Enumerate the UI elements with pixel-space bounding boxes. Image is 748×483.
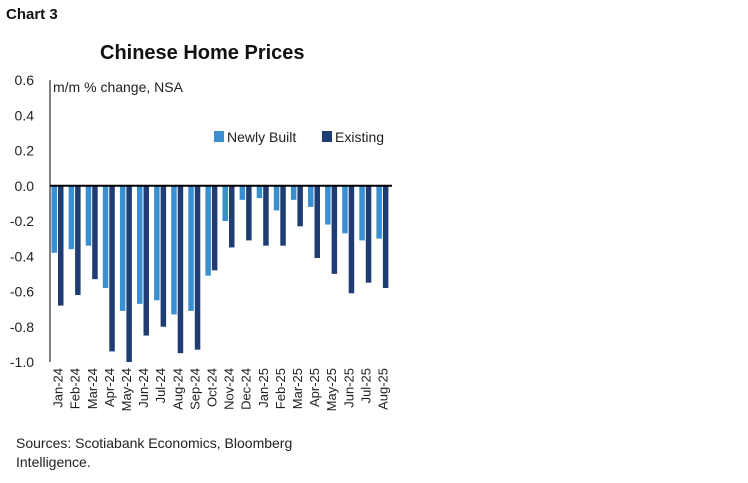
y-tick-label: 0.0 [15,178,35,194]
x-tick-label: Aug-25 [375,368,390,410]
y-tick-label: -0.4 [10,248,34,264]
bar-newly-built-apr-25 [308,185,314,207]
x-tick-label: Mar-25 [290,368,305,409]
y-tick-label: 0.2 [15,143,35,159]
legend-label-newly-built: Newly Built [227,129,296,145]
x-tick-label: Jun-24 [136,368,151,408]
bar-existing-sep-24 [194,185,201,350]
bar-newly-built-feb-24 [68,185,75,250]
bar-existing-jul-24 [160,185,167,327]
bar-existing-jun-25 [348,185,355,294]
bar-newly-built-jun-25 [342,185,348,234]
units-label: m/m % change, NSA [53,79,184,95]
x-tick-label: Oct-24 [204,368,219,407]
bar-existing-dec-24 [246,185,252,241]
bar-existing-mar-25 [297,185,303,227]
x-tick-label: Jan-25 [256,368,271,408]
bar-newly-built-apr-24 [102,185,109,288]
bar-existing-may-24 [126,185,132,362]
bar-existing-oct-24 [211,185,218,271]
bar-existing-jan-24 [58,185,64,306]
x-tick-label: Apr-24 [102,368,117,407]
bar-newly-built-jul-25 [359,185,365,241]
x-tick-label: Feb-24 [68,368,83,409]
x-tick-label: Apr-25 [307,368,322,407]
legend-swatch-existing [322,131,332,142]
y-tick-label: -1.0 [10,354,34,370]
bar-newly-built-aug-24 [171,185,177,315]
x-axis-labels: Jan-24 Feb-24 Mar-24 Apr-24 May-24 Jun-24 Jul-… [51,368,391,411]
x-tick-label: Dec-24 [239,368,254,410]
bar-existing-feb-25 [280,185,286,246]
x-tick-label: Jul-24 [153,368,168,403]
bar-existing-jul-25 [365,185,372,283]
bar-newly-built-jan-25 [256,185,263,199]
bar-existing-feb-24 [75,185,81,296]
x-tick-label: Mar-24 [85,368,100,409]
bar-newly-built-feb-25 [273,185,280,211]
bar-existing-aug-25 [382,185,389,288]
x-tick-label: May-25 [324,368,339,411]
bars [51,185,389,362]
bar-newly-built-may-24 [119,185,126,311]
x-tick-label: Jan-24 [51,368,66,408]
y-axis-ticks: 0.6 0.4 0.2 0.0 -0.2 -0.4 -0.6 -0.8 -1.0 [10,72,34,370]
bar-existing-jan-25 [263,185,269,246]
x-tick-label: Feb-25 [273,368,288,409]
y-tick-label: -0.8 [10,319,34,335]
bar-newly-built-sep-24 [188,185,194,311]
bar-newly-built-jul-24 [154,185,160,301]
legend-label-existing: Existing [335,129,384,145]
x-tick-label: Sep-24 [187,368,202,410]
bar-newly-built-oct-24 [205,185,211,276]
y-tick-label: -0.2 [10,213,34,229]
bar-existing-jun-24 [143,185,149,336]
bar-newly-built-mar-25 [290,185,297,200]
bar-newly-built-aug-25 [376,185,382,239]
x-tick-label: Jun-25 [341,368,356,408]
legend-swatch-newly-built [214,131,224,142]
bar-existing-mar-24 [92,185,98,280]
y-tick-label: 0.6 [15,72,35,88]
y-tick-label: -0.6 [10,284,34,300]
sources-note: Sources: Scotiabank Economics, Bloomberg… [16,435,293,470]
bar-newly-built-mar-24 [85,185,92,246]
y-tick-label: 0.4 [15,107,35,123]
legend: Newly Built Existing [214,129,384,145]
bar-existing-aug-24 [177,185,184,354]
x-tick-label: Aug-24 [170,368,185,410]
bar-newly-built-may-25 [325,185,331,225]
bar-newly-built-jun-24 [137,185,143,304]
x-tick-label: Nov-24 [222,368,237,410]
bar-newly-built-dec-24 [239,185,246,200]
chart-title: Chinese Home Prices [100,42,305,64]
chart-label: Chart 3 [6,6,58,23]
bar-existing-apr-24 [109,185,115,352]
bar-existing-may-25 [331,185,338,274]
bar-newly-built-jan-24 [51,185,57,253]
bar-newly-built-nov-24 [222,185,228,221]
bar-existing-apr-25 [314,185,320,259]
bar-existing-nov-24 [229,185,235,248]
x-tick-label: Jul-25 [358,368,373,403]
x-tick-label: May-24 [119,368,134,411]
